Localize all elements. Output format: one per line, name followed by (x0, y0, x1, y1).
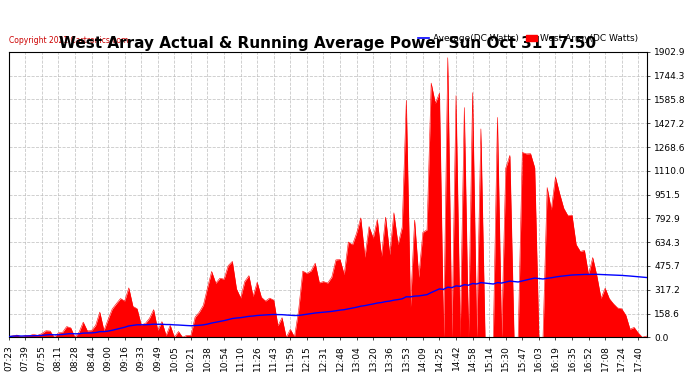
Text: Copyright 2021 Cartronics.com: Copyright 2021 Cartronics.com (9, 36, 128, 45)
Legend: Average(DC Watts), West Array(DC Watts): Average(DC Watts), West Array(DC Watts) (415, 31, 642, 47)
Title: West Array Actual & Running Average Power Sun Oct 31 17:50: West Array Actual & Running Average Powe… (59, 36, 596, 51)
